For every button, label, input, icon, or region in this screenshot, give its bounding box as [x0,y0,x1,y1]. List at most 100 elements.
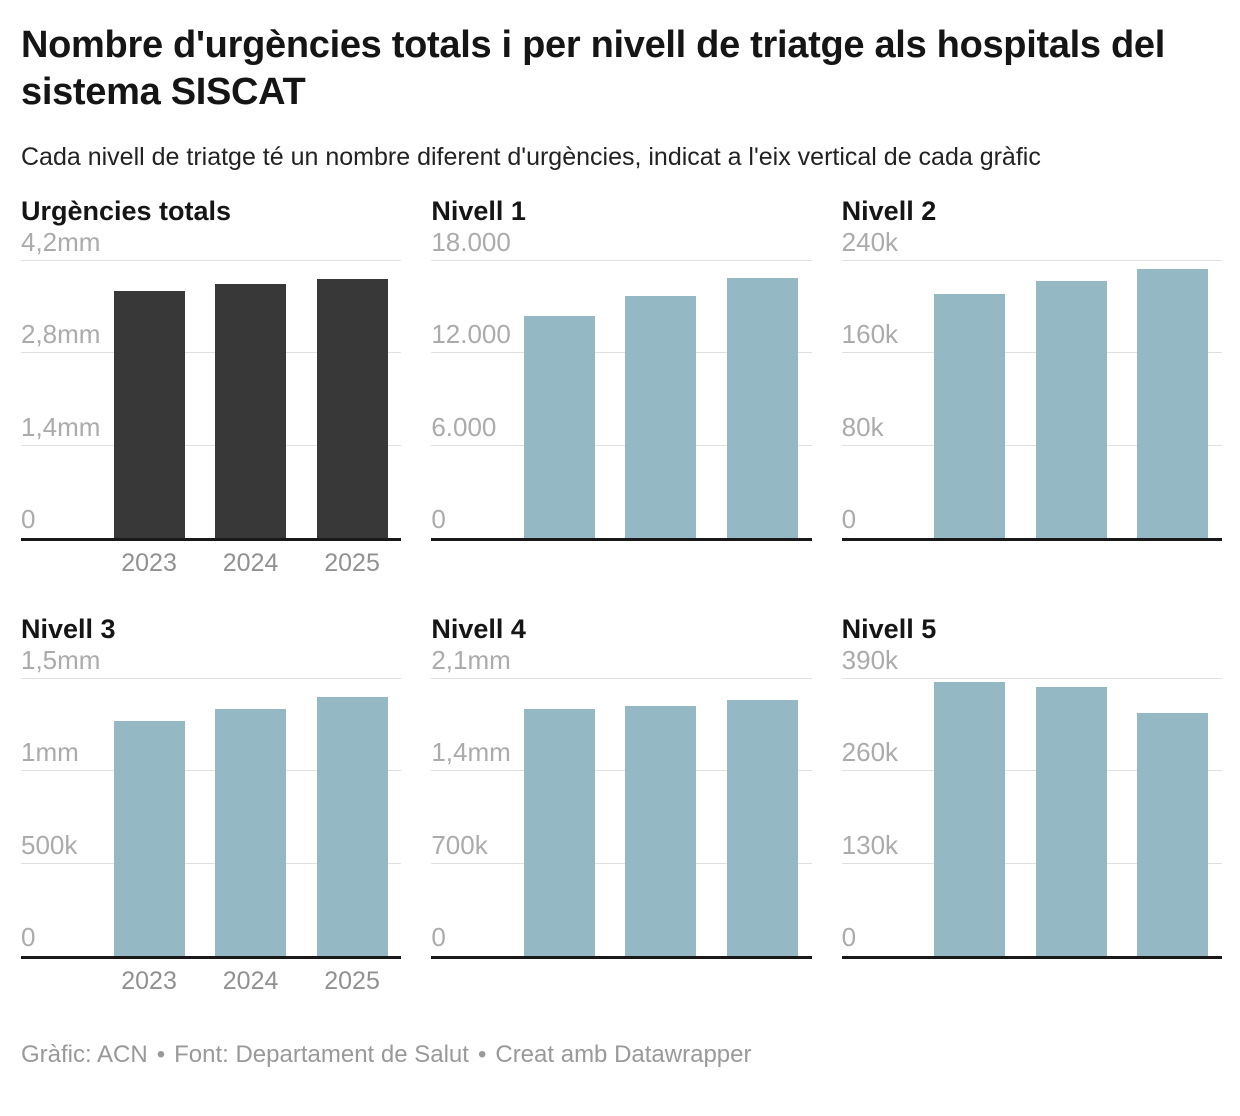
gridline [841,444,1222,446]
y-tick-label: 0 [21,922,36,952]
y-tick-label: 0 [431,922,446,952]
footer-separator: • [477,1041,487,1068]
bar-2023 [523,708,595,956]
x-tick-label: 2024 [222,967,279,995]
y-tick-label: 160k [841,319,899,350]
gridline [841,862,1222,864]
bar-2024 [215,284,287,538]
gridline [841,260,1222,261]
gridline [431,862,812,864]
chart-panel-nivell-3: Nivell 3 0 500k 1mm 1,5mm 2023 2024 2025 [21,613,402,997]
chart-footer: Gràfic: ACN • Font: Departament de Salut • C… [21,1041,1222,1069]
y-tick-label: 2,8mm [21,319,101,350]
bar-2024 [625,296,697,538]
x-axis-labels: 2023 2024 2025 [21,549,401,579]
bar-2023 [113,291,185,538]
y-tick-label: 390k [841,645,899,675]
chart-panel-title: Nivell 5 [841,614,937,644]
chart-plot-area: 0 130k 260k 390k [841,647,1222,959]
y-tick-label: 0 [841,922,857,952]
gridline [841,678,1222,679]
footer-source: Font: Departament de Salut [174,1041,469,1068]
chart-panel-nivell-1: Nivell 1 0 6.000 12.000 18.000 [431,195,812,579]
chart-plot-area: 0 80k 160k 240k [841,229,1222,541]
chart-plot-area: 0 700k 1,4mm 2,1mm [431,647,812,959]
bar-2023 [934,294,1006,538]
gridline [431,352,812,354]
datawrapper-attribution-link[interactable]: Creat amb Datawrapper [495,1041,752,1068]
bar-2025 [726,700,798,956]
bar-2024 [625,706,697,956]
gridline [431,260,812,261]
y-tick-label: 700k [431,829,488,860]
gridline [21,444,402,446]
x-axis-labels: 2023 2024 2025 [21,967,401,997]
x-tick-label: 2023 [121,549,177,577]
bar-2024 [215,709,287,956]
chart-panel-nivell-2: Nivell 2 0 80k 160k 240k [841,195,1222,579]
gridline [21,352,402,354]
y-tick-label: 6.000 [431,411,497,442]
chart-panel-title: Nivell 2 [841,196,937,226]
y-tick-label: 0 [21,504,36,534]
footer-separator: • [156,1041,166,1068]
chart-panel-title: Nivell 3 [21,614,116,644]
bar-2024 [1035,280,1107,538]
y-tick-label: 240k [841,227,899,257]
chart-panel-title: Nivell 1 [431,196,526,226]
chart-panel-title: Nivell 4 [431,614,526,644]
x-axis-labels [842,549,1222,579]
gridline [21,260,402,261]
chart-panel-nivell-5: Nivell 5 0 130k 260k 390k [841,613,1222,997]
bar-2025 [316,697,388,956]
footer-credit: Gràfic: ACN [21,1041,148,1068]
bar-2025 [1137,713,1209,956]
y-tick-label: 1,5mm [21,645,101,675]
gridline [21,678,402,679]
gridline [431,678,812,679]
y-tick-label: 18.000 [431,227,511,257]
x-tick-label: 2024 [222,549,279,577]
page-title: Nombre d'urgències totals i per nivell d… [21,24,1166,113]
chart-plot-area: 0 1,4mm 2,8mm 4,2mm [21,229,402,541]
y-tick-label: 130k [841,829,899,860]
chart-panel-title: Urgències totals [21,196,232,226]
chart-plot-area: 0 6.000 12.000 18.000 [431,229,812,541]
x-tick-label: 2025 [324,967,380,995]
y-tick-label: 1,4mm [431,737,511,768]
bar-2024 [1035,686,1107,956]
y-tick-label: 260k [841,737,899,768]
bar-2023 [934,681,1006,956]
gridline [841,770,1222,772]
x-tick-label: 2023 [121,967,177,995]
gridline [431,444,812,446]
x-axis-labels [431,967,811,997]
bar-2025 [1137,269,1209,538]
bar-2023 [113,721,185,956]
y-tick-label: 12.000 [431,319,511,350]
chart-header: Nombre d'urgències totals i per nivell d… [21,22,1222,173]
gridline [21,862,402,864]
y-tick-label: 1,4mm [21,411,101,442]
y-tick-label: 0 [841,504,857,534]
y-tick-label: 500k [21,829,78,860]
small-multiples-grid: Urgències totals 0 1,4mm 2,8mm 4,2mm 2023 20… [21,195,1222,997]
gridline [21,770,402,772]
page-subtitle: Cada nivell de triatge té un nombre dife… [21,143,1041,171]
y-tick-label: 2,1mm [431,645,511,675]
y-tick-label: 0 [431,504,446,534]
bar-2025 [316,278,388,538]
gridline [431,770,812,772]
y-tick-label: 1mm [21,737,79,768]
chart-plot-area: 0 500k 1mm 1,5mm [21,647,402,959]
chart-panel-urg-ncies-totals: Urgències totals 0 1,4mm 2,8mm 4,2mm 2023 20… [21,195,402,579]
y-tick-label: 4,2mm [21,227,101,257]
x-axis-labels [431,549,811,579]
x-tick-label: 2025 [324,549,380,577]
chart-panel-nivell-4: Nivell 4 0 700k 1,4mm 2,1mm [431,613,812,997]
y-tick-label: 80k [841,411,884,442]
bar-2025 [726,277,798,538]
gridline [841,352,1222,354]
x-axis-labels [842,967,1222,997]
bar-2023 [523,316,595,538]
